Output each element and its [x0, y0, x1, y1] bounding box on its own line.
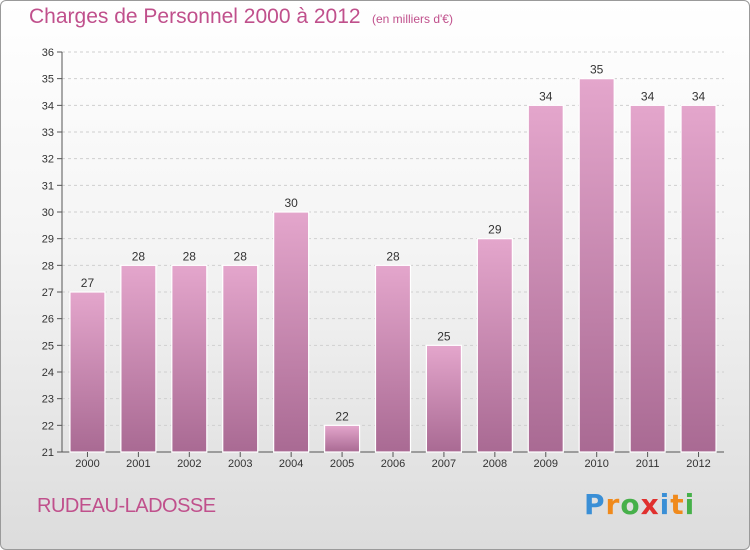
y-tick-label: 32	[42, 154, 54, 166]
y-tick-label: 35	[42, 74, 54, 86]
x-tick-label: 2003	[228, 458, 252, 470]
data-label: 30	[284, 196, 298, 210]
y-tick-label: 33	[42, 127, 54, 139]
y-tick-label: 36	[42, 47, 54, 59]
data-label: 25	[437, 329, 451, 343]
y-tick-label: 27	[42, 287, 54, 299]
x-tick-label: 2011	[636, 458, 660, 470]
bar	[425, 344, 463, 453]
chart-title: Charges de Personnel 2000 à 2012	[29, 5, 361, 28]
y-tick-label: 29	[42, 234, 54, 246]
chart-subtitle: (en milliers d'€)	[372, 12, 453, 26]
x-tick-label: 2007	[432, 458, 456, 470]
data-label: 35	[590, 63, 604, 77]
data-label: 22	[335, 409, 349, 423]
bar	[374, 264, 412, 453]
y-tick-label: 28	[42, 260, 54, 272]
x-tick-label: 2002	[177, 458, 201, 470]
logo-letter: o	[620, 488, 641, 521]
x-tick-label: 2012	[686, 458, 710, 470]
x-tick-label: 2000	[75, 458, 99, 470]
logo-letter: t	[670, 488, 685, 521]
data-label: 29	[488, 223, 502, 237]
bar	[171, 264, 208, 453]
data-label: 28	[183, 249, 197, 263]
bar	[527, 104, 564, 453]
data-label: 34	[692, 89, 706, 103]
logo-letter: i	[659, 488, 671, 521]
commune-name: RUDEAU-LADOSSE	[37, 495, 216, 517]
logo-letter: P	[584, 488, 606, 521]
y-tick-label: 25	[42, 340, 54, 352]
data-label: 34	[539, 89, 553, 103]
y-tick-label: 31	[42, 180, 54, 192]
bar	[476, 238, 513, 453]
bar	[578, 78, 615, 453]
y-tick-label: 30	[42, 207, 54, 219]
x-tick-label: 2010	[584, 458, 608, 470]
x-tick-label: 2009	[534, 458, 558, 470]
x-tick-label: 2006	[381, 458, 405, 470]
data-label: 28	[386, 249, 400, 263]
x-tick-label: 2008	[483, 458, 507, 470]
bar	[273, 211, 310, 453]
data-label: 28	[132, 249, 146, 263]
bar	[120, 264, 157, 453]
proxiti-logo: Proxiti	[584, 488, 695, 521]
logo-letter: r	[605, 488, 621, 521]
logo-letter: i	[684, 488, 696, 521]
bar	[222, 264, 259, 453]
y-tick-label: 23	[42, 394, 54, 406]
y-tick-label: 24	[42, 367, 54, 379]
x-tick-label: 2001	[126, 458, 150, 470]
bar	[323, 424, 361, 453]
y-tick-label: 22	[42, 420, 54, 432]
logo-letter: x	[640, 488, 660, 521]
y-tick-label: 26	[42, 314, 54, 326]
x-tick-label: 2005	[330, 458, 354, 470]
bar	[629, 104, 666, 453]
bar	[69, 291, 106, 453]
data-label: 27	[81, 276, 95, 290]
x-tick-label: 2004	[279, 458, 303, 470]
data-label: 34	[641, 89, 655, 103]
y-tick-label: 34	[42, 100, 54, 112]
bar	[680, 104, 717, 453]
y-tick-label: 21	[42, 447, 54, 459]
data-label: 28	[234, 249, 248, 263]
